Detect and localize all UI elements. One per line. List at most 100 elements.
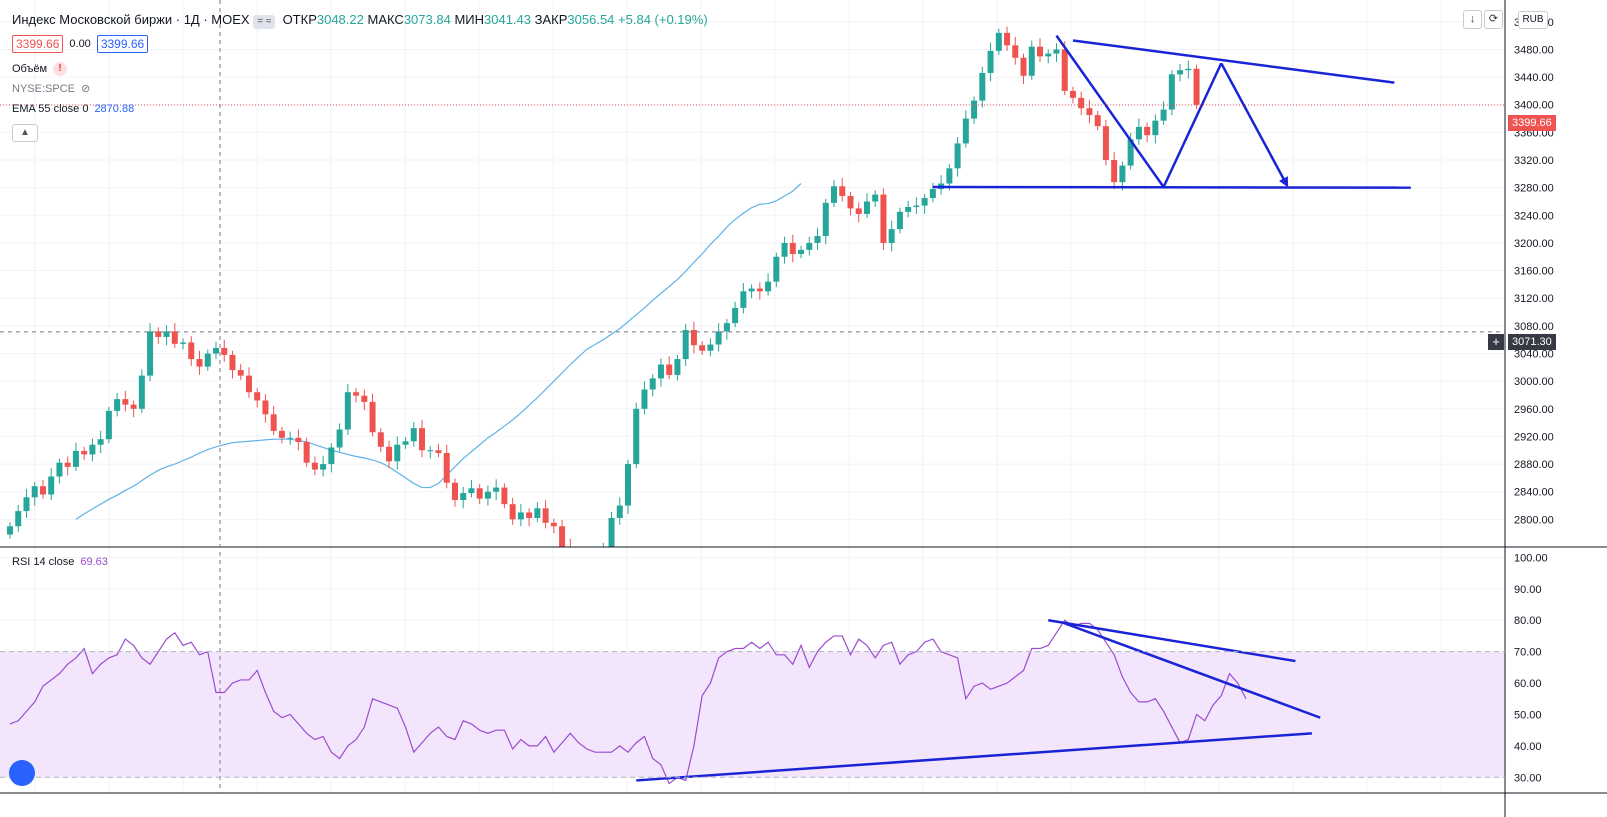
candle-body xyxy=(394,444,401,462)
open-label: ОТКР xyxy=(282,12,317,27)
candle-body xyxy=(7,526,13,535)
warning-icon[interactable]: ! xyxy=(53,62,68,76)
candle-body xyxy=(336,429,343,448)
candle-body xyxy=(789,242,796,255)
candle-body xyxy=(303,441,310,463)
leg-down-line xyxy=(1055,34,1165,188)
candle-body xyxy=(1127,139,1134,166)
price-tick-label: 3480.00 xyxy=(1514,44,1554,56)
candle-body xyxy=(419,428,425,451)
tradingview-logo-icon[interactable] xyxy=(9,760,35,786)
ask-box[interactable]: 3399.66 xyxy=(96,35,149,53)
candle-body xyxy=(64,462,71,467)
candle-body xyxy=(880,194,887,243)
rsi-tick-label: 70.00 xyxy=(1514,647,1542,659)
candle-body xyxy=(72,450,79,467)
candle-body xyxy=(1144,126,1151,136)
low-label: МИН xyxy=(454,12,484,27)
candle-body xyxy=(386,446,393,462)
candle-body xyxy=(320,464,327,470)
candle-body xyxy=(682,330,689,360)
candle-body xyxy=(122,399,129,405)
rsi-resistance-line-2 xyxy=(1064,622,1321,719)
candle-body xyxy=(1160,109,1167,121)
rsi-label[interactable]: RSI 14 close xyxy=(12,556,75,568)
candle-body xyxy=(81,450,88,455)
candle-body xyxy=(468,488,475,494)
symbol-title[interactable]: Индекс Московской биржи · 1Д · MOEX xyxy=(12,12,250,27)
equals-icon[interactable]: = ≈ xyxy=(253,15,276,29)
volume-label[interactable]: Объём xyxy=(12,63,48,75)
candle-body xyxy=(896,211,903,230)
candle-body xyxy=(1193,68,1200,105)
candle-body xyxy=(180,342,187,344)
candle-body xyxy=(97,439,104,445)
candle-body xyxy=(806,242,813,250)
price-tick-label: 2840.00 xyxy=(1514,487,1554,499)
rsi-legend: RSI 14 close 69.63 xyxy=(12,556,108,568)
candle-body xyxy=(105,410,112,440)
bid-box[interactable]: 3399.66 xyxy=(12,35,64,53)
price-tick-label: 3280.00 xyxy=(1514,183,1554,195)
candle-body xyxy=(633,408,640,465)
plus-icon[interactable]: + xyxy=(1488,334,1504,350)
volume-row: Объём ! xyxy=(12,62,68,76)
candle-body xyxy=(913,205,920,208)
rsi-tick-label: 40.00 xyxy=(1514,741,1542,753)
candle-body xyxy=(831,186,837,203)
trendline-drawings xyxy=(636,34,1411,782)
support-line xyxy=(932,185,1411,189)
candle-body xyxy=(839,186,846,196)
rsi-tick-label: 80.00 xyxy=(1514,615,1542,627)
open-value: 3048.22 xyxy=(316,12,364,27)
candle-body xyxy=(674,359,681,375)
projection-arrow xyxy=(1220,62,1289,188)
candle-body xyxy=(1045,53,1052,57)
candle-body xyxy=(765,281,772,292)
refresh-icon[interactable]: ⟳ xyxy=(1484,10,1503,29)
candle-body xyxy=(443,453,450,483)
candle-body xyxy=(534,508,541,518)
candle-body xyxy=(905,207,912,212)
currency-button[interactable]: RUB xyxy=(1518,11,1548,29)
candle-body xyxy=(1020,57,1027,76)
price-tick-label: 3440.00 xyxy=(1514,72,1554,84)
compare-symbol[interactable]: NYSE:SPCE xyxy=(12,82,75,95)
high-value: 3073.84 xyxy=(403,12,451,27)
spread-value: 0.00 xyxy=(69,38,91,50)
price-tick-label: 3080.00 xyxy=(1514,321,1554,333)
candle-body xyxy=(649,378,656,390)
candle-body xyxy=(460,493,467,501)
ema-label[interactable]: EMA 55 close 0 xyxy=(12,103,89,115)
candle-body xyxy=(946,168,953,184)
candle-body xyxy=(213,347,219,354)
candle-body xyxy=(781,242,788,257)
arrow-down-icon[interactable]: ↓ xyxy=(1463,10,1482,29)
rsi-tick-label: 100.00 xyxy=(1514,552,1548,564)
candle-body xyxy=(690,330,697,346)
ema-layer xyxy=(75,183,802,520)
price-tick-label: 3240.00 xyxy=(1514,210,1554,222)
eye-hidden-icon[interactable]: ⊘ xyxy=(80,83,91,95)
candle-body xyxy=(756,288,763,292)
price-tick-label: 3160.00 xyxy=(1514,266,1554,278)
candle-body xyxy=(287,437,294,439)
collapse-legend-button[interactable]: ▲ xyxy=(12,124,38,142)
candle-body xyxy=(361,395,368,402)
candle-body xyxy=(1012,45,1019,58)
candle-body xyxy=(608,517,615,547)
candle-body xyxy=(221,347,228,355)
price-tick-label: 3120.00 xyxy=(1514,293,1554,305)
candle-body xyxy=(1078,97,1085,109)
candle-body xyxy=(699,345,706,351)
ema-value: 2870.88 xyxy=(94,103,135,115)
candle-body xyxy=(929,189,936,199)
close-value: 3056.54 xyxy=(567,12,615,27)
candle-body xyxy=(822,202,829,237)
candle-body xyxy=(1037,46,1043,57)
candle-body xyxy=(1185,68,1192,71)
candle-body xyxy=(616,505,623,518)
candle-body xyxy=(23,497,30,512)
